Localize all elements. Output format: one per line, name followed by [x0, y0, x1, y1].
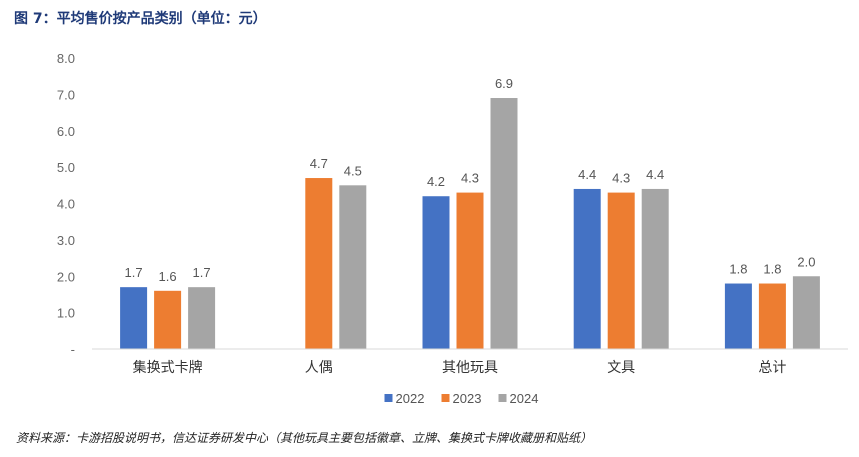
x-axis: 集换式卡牌 人偶 其他玩具 文具 总计: [92, 348, 848, 376]
data-label: 6.9: [495, 76, 513, 91]
bar: [305, 178, 333, 349]
legend-item: 2022: [384, 391, 425, 406]
x-tick-label: 其他玩具: [442, 360, 498, 376]
legend-swatch: [441, 394, 450, 402]
y-tick-label: 5.0: [57, 160, 75, 175]
legend-label: 2024: [510, 391, 539, 406]
bar: [490, 98, 518, 349]
legend-label: 2023: [453, 391, 482, 406]
x-tick-label: 总计: [758, 360, 786, 376]
data-label: 1.8: [763, 262, 781, 277]
bars: 1.7 1.6 1.7 4.7 4.5 4.2 4.3 6.9 4.4 4.3 4.4 1.8 1.8 2…: [120, 76, 820, 349]
y-tick-label: 6.0: [57, 124, 75, 139]
bar: [422, 196, 450, 349]
legend-swatch: [498, 394, 507, 402]
bar: [120, 287, 148, 349]
figure-title: 图 7：平均售价按产品类别（单位：元）: [14, 11, 267, 27]
data-label: 4.4: [646, 167, 664, 182]
legend-item: 2023: [441, 391, 482, 406]
x-tick-label: 集换式卡牌: [133, 359, 203, 376]
figure-source: 资料来源：卡游招股说明书，信达证券研发中心（其他玩具主要包括徽章、立牌、集换式卡…: [16, 431, 593, 445]
bar-chart: -1.02.03.04.05.06.07.08.0 1.7 1.6 1.74.7 4.…: [57, 51, 848, 406]
bar-group: 4.4 4.3 4.4: [573, 167, 669, 349]
legend-swatch: [384, 394, 393, 402]
y-tick-label: -: [71, 342, 75, 357]
bar-group: 1.8 1.8 2.0: [724, 254, 820, 349]
data-label: 1.7: [125, 265, 143, 280]
legend: 2022 2023 2024: [384, 391, 539, 406]
bar: [339, 185, 367, 349]
bar-group: 1.7 1.6 1.7: [120, 265, 216, 349]
data-label: 4.2: [427, 174, 445, 189]
data-label: 1.6: [159, 269, 177, 284]
y-tick-label: 2.0: [57, 269, 75, 284]
data-label: 4.5: [344, 163, 362, 178]
data-label: 4.3: [612, 171, 630, 186]
y-tick-label: 4.0: [57, 197, 75, 212]
bar: [456, 192, 484, 349]
bar: [792, 276, 820, 349]
x-tick-label: 人偶: [305, 360, 333, 376]
y-tick-label: 8.0: [57, 51, 75, 66]
bar-group: 4.7 4.5: [305, 156, 367, 349]
legend-label: 2022: [396, 391, 425, 406]
bar: [724, 283, 752, 349]
data-label: 1.8: [729, 262, 747, 277]
bar-group: 4.2 4.3 6.9: [422, 76, 518, 349]
y-tick-label: 1.0: [57, 306, 75, 321]
bar: [188, 287, 216, 349]
data-label: 4.3: [461, 171, 479, 186]
x-tick-label: 文具: [607, 360, 635, 376]
legend-item: 2024: [498, 391, 539, 406]
data-label: 4.7: [310, 156, 328, 171]
bar: [154, 290, 182, 349]
bar: [758, 283, 786, 349]
y-tick-label: 7.0: [57, 87, 75, 102]
bar: [607, 192, 635, 349]
data-label: 2.0: [797, 254, 815, 269]
y-axis: - 1.0 2.0 3.0 4.0 5.0 6.0 7.0 8.0: [57, 51, 75, 357]
bar: [573, 188, 601, 349]
data-label: 4.4: [578, 167, 596, 182]
bar: [641, 188, 669, 349]
data-label: 1.7: [193, 265, 211, 280]
y-tick-label: 3.0: [57, 233, 75, 248]
